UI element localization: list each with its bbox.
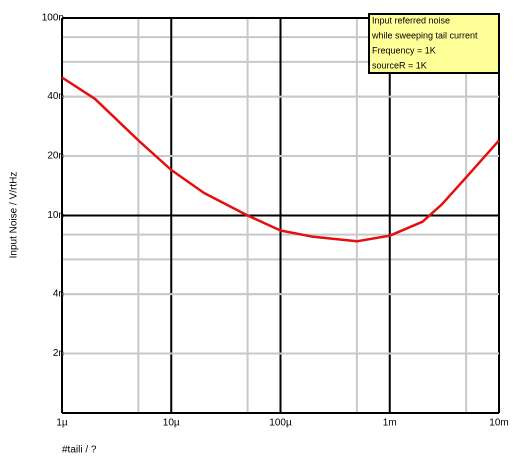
y-tick-label: 100n xyxy=(42,13,64,24)
annotation-line: sourceR = 1K xyxy=(372,60,427,70)
x-tick-label: 1m xyxy=(383,418,397,429)
annotation-line: Frequency = 1K xyxy=(372,45,436,55)
x-tick-label: 10µ xyxy=(163,418,180,429)
x-axis-label: #taili / ? xyxy=(62,445,97,456)
x-tick-label: 10m xyxy=(489,418,508,429)
annotation-box xyxy=(368,13,500,74)
series-line xyxy=(61,76,500,243)
y-tick-label: 10n xyxy=(47,210,64,221)
annotation-line: Input referred noise xyxy=(372,15,450,25)
x-tick-label: 1µ xyxy=(56,418,68,429)
y-tick-label: 2n xyxy=(53,348,64,359)
annotation-line: while sweeping tail current xyxy=(371,30,478,40)
y-tick-label: 4n xyxy=(53,289,64,300)
y-tick-label: 40n xyxy=(47,91,64,102)
y-tick-label: 20n xyxy=(47,151,64,162)
x-tick-label: 100µ xyxy=(269,418,292,429)
y-axis-label: Input Noise / V/rtHz xyxy=(9,172,20,259)
